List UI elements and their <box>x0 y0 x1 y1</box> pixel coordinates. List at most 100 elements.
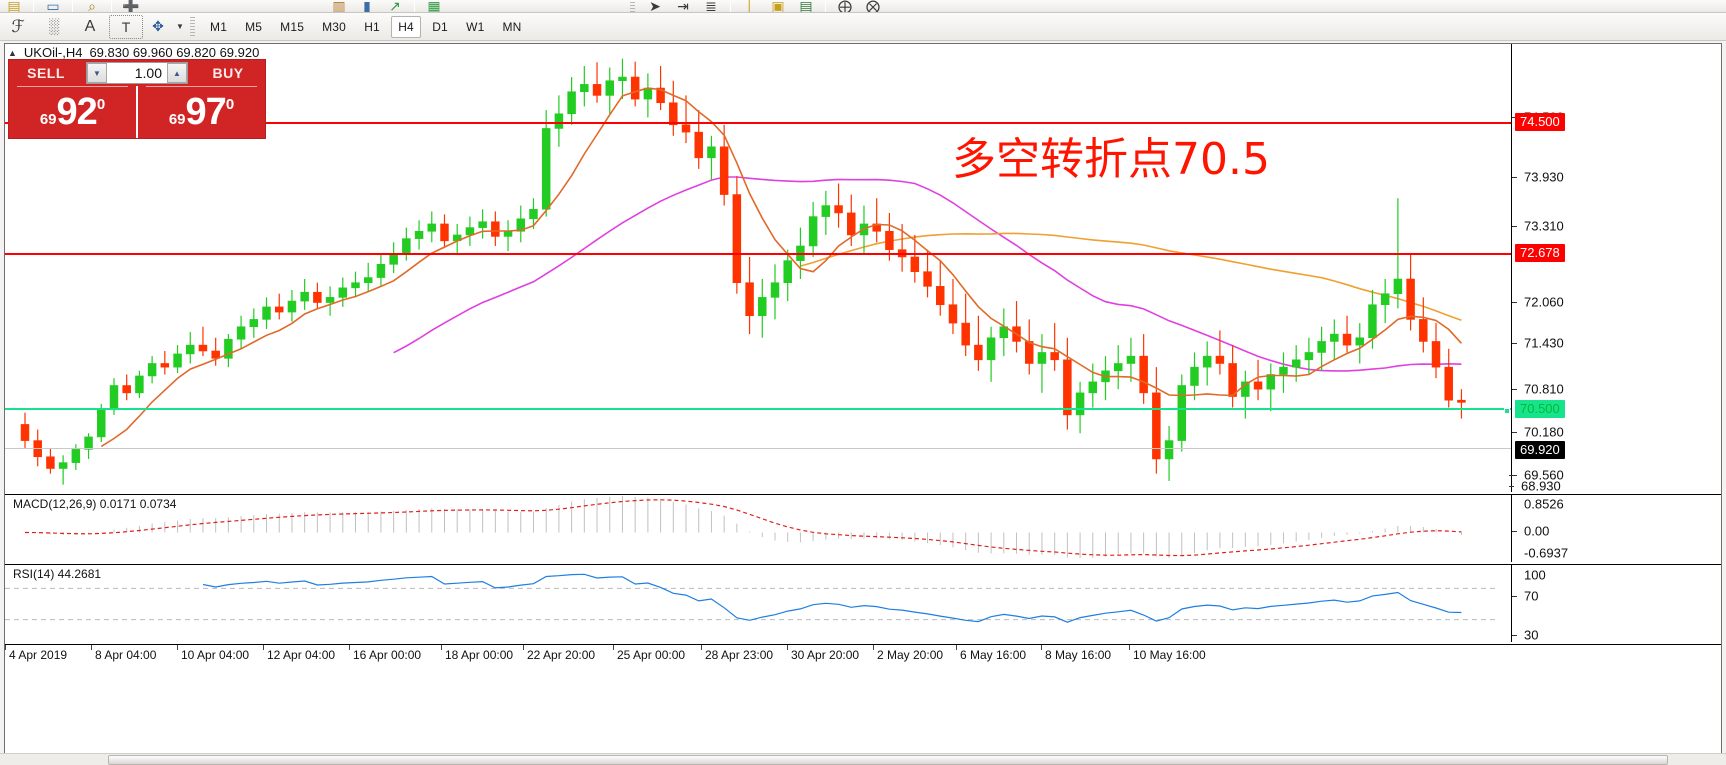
time-tick-mark <box>956 645 957 650</box>
zoom-in-icon[interactable]: ⨁ <box>838 0 852 13</box>
text-box-icon[interactable]: T <box>109 14 143 39</box>
time-tick-mark <box>613 645 614 650</box>
chart-frame[interactable]: 74.560 73.930 73.310 72.060 71.430 70.81… <box>4 43 1722 761</box>
buy-price-cell[interactable]: 69 97 0 <box>136 86 265 138</box>
price-tick-70180: 70.180 <box>1524 424 1564 440</box>
timeframe-d1[interactable]: D1 <box>432 19 448 34</box>
chart-shift-icon[interactable]: ⇥ <box>677 0 689 13</box>
indicator-list-icon[interactable]: ≣ <box>705 0 717 13</box>
price-tick-70810: 70.810 <box>1524 381 1564 397</box>
toolbar-separator <box>825 0 826 12</box>
toolbar-separator <box>33 0 34 12</box>
text-label-icon[interactable]: A <box>84 17 96 35</box>
time-tick-mark <box>787 645 788 650</box>
price-tick-73310: 73.310 <box>1524 218 1564 234</box>
time-tick-mark <box>177 645 178 650</box>
price-axis[interactable]: 74.560 73.930 73.310 72.060 71.430 70.81… <box>1511 44 1721 492</box>
price-chip-72678: 72.678 <box>1515 244 1565 262</box>
price-tick-73930: 73.930 <box>1524 169 1564 185</box>
period-separator-icon[interactable]: │ <box>745 0 755 13</box>
symbol-ohlc: 69.830 69.960 69.820 69.920 <box>89 45 260 60</box>
horizontal-scrollbar-track[interactable] <box>0 754 1726 765</box>
toolbar-separator <box>414 0 415 12</box>
template-icon[interactable]: ▣ <box>771 0 785 13</box>
volume-up-icon[interactable]: ▲ <box>167 63 187 83</box>
grid-icon[interactable]: ▦ <box>427 0 441 13</box>
chart-window-icon[interactable]: ▭ <box>46 0 60 13</box>
time-tick-label: 22 Apr 20:00 <box>527 648 596 662</box>
sell-price-prefix: 69 <box>39 111 57 128</box>
volume-stepper[interactable]: ▼ 1.00 ▲ <box>86 62 188 84</box>
zoom-out-icon[interactable]: ⨂ <box>866 0 880 13</box>
time-tick-mark <box>441 645 442 650</box>
current-price-line-69920 <box>5 448 1511 449</box>
buy-price-prefix: 69 <box>168 111 186 128</box>
new-order-icon[interactable]: ▤ <box>7 0 21 13</box>
macd-axis[interactable]: 0.8526 0.00 -0.6937 <box>1511 495 1721 562</box>
buy-price-main: 97 <box>185 91 227 133</box>
toolbar-grip-timeframes[interactable] <box>190 16 195 37</box>
buy-button[interactable]: BUY <box>212 65 244 81</box>
timeframe-h1[interactable]: H1 <box>364 19 380 34</box>
pivot-line-70500[interactable] <box>5 408 1511 410</box>
chart-template-icon[interactable]: ▤ <box>799 0 813 13</box>
resistance-line-72678[interactable] <box>5 253 1511 255</box>
bottom-strip <box>0 753 1726 765</box>
time-tick-mark <box>1041 645 1042 650</box>
sell-price-main: 92 <box>56 91 98 133</box>
bar-chart-icon[interactable]: ▥ <box>332 0 346 13</box>
symbol-header: ▲ UKOil-,H4 69.830 69.960 69.820 69.920 <box>8 45 259 60</box>
candlestick-icon[interactable]: ▮ <box>363 0 371 13</box>
add-indicator-icon[interactable]: ➕ <box>122 0 140 13</box>
line-chart-icon[interactable]: ↗ <box>389 0 401 13</box>
timeframe-m15[interactable]: M15 <box>280 19 305 34</box>
trade-panel-top-row: SELL ▼ 1.00 ▲ BUY <box>9 60 265 86</box>
horizontal-scrollbar-thumb[interactable] <box>108 755 1668 765</box>
timeframe-w1[interactable]: W1 <box>466 19 485 34</box>
price-chip-69920: 69.920 <box>1515 441 1565 459</box>
upper-toolbar: ▤ ▭ ⌕ ➕ ▥ ▮ ↗ ▦ ➤ ⇥ ≣ │ ▣ ▤ ⨁ ⨂ <box>0 0 1726 13</box>
chart-annotation-text[interactable]: 多空转折点70.5 <box>952 134 1270 185</box>
rsi-axis[interactable]: 100 70 30 <box>1511 565 1721 643</box>
rsi-pane[interactable]: RSI(14) 44.2681 100 70 30 <box>5 564 1721 643</box>
time-tick-label: 8 Apr 04:00 <box>95 648 157 662</box>
price-candles <box>20 58 1466 485</box>
sell-button[interactable]: SELL <box>27 65 65 81</box>
collapse-triangle-icon[interactable]: ▲ <box>8 47 17 58</box>
timeframe-m30[interactable]: M30 <box>322 19 347 34</box>
price-pane[interactable]: 74.560 73.930 73.310 72.060 71.430 70.81… <box>5 44 1721 492</box>
macd-pane[interactable]: MACD(12,26,9) 0.0171 0.0734 0.8526 0.00 … <box>5 494 1721 562</box>
buy-price-point: 0 <box>225 96 235 113</box>
timeframe-m1[interactable]: M1 <box>210 19 228 34</box>
autoscroll-icon[interactable]: ➤ <box>649 0 661 13</box>
indicator-grid-icon[interactable]: ░ <box>48 18 60 35</box>
resistance-line-74500[interactable] <box>5 122 1511 124</box>
timeframe-h4[interactable]: H4 <box>391 15 422 38</box>
sell-price-cell[interactable]: 69 92 0 <box>9 86 136 138</box>
time-tick-label: 2 May 20:00 <box>877 648 944 662</box>
time-tick-label: 10 Apr 04:00 <box>181 648 250 662</box>
volume-down-icon[interactable]: ▼ <box>87 63 107 83</box>
symbol-name-timeframe: UKOil-,H4 <box>23 45 83 60</box>
arrows-icon[interactable]: ✥ <box>152 18 164 34</box>
volume-input[interactable]: 1.00 <box>107 63 167 83</box>
time-tick-mark <box>701 645 702 650</box>
time-axis[interactable]: 4 Apr 2019 8 Apr 04:00 10 Apr 04:00 12 Apr … <box>5 644 1721 760</box>
price-tick-69560: 69.560 <box>1524 467 1564 483</box>
timeframe-m5[interactable]: M5 <box>245 19 263 34</box>
timeframe-mn[interactable]: MN <box>502 19 522 34</box>
toolbar-grip[interactable] <box>630 0 635 12</box>
one-click-trading-panel[interactable]: SELL ▼ 1.00 ▲ BUY 69 92 0 69 97 0 <box>8 59 266 139</box>
rsi-tick-70: 70 <box>1524 588 1539 604</box>
time-tick-label: 16 Apr 00:00 <box>353 648 422 662</box>
time-tick-label: 4 Apr 2019 <box>9 648 68 662</box>
arrows-dropdown-icon[interactable]: ▼ <box>176 22 184 31</box>
time-tick-label: 28 Apr 23:00 <box>705 648 774 662</box>
time-tick-mark <box>523 645 524 650</box>
expert-advisor-icon[interactable]: ℱ <box>11 16 25 36</box>
price-tick-72060: 72.060 <box>1524 294 1564 310</box>
zoom-icon[interactable]: ⌕ <box>88 0 96 13</box>
pivot-line-handle[interactable] <box>1504 408 1510 414</box>
macd-label: MACD(12,26,9) 0.0171 0.0734 <box>13 497 177 511</box>
